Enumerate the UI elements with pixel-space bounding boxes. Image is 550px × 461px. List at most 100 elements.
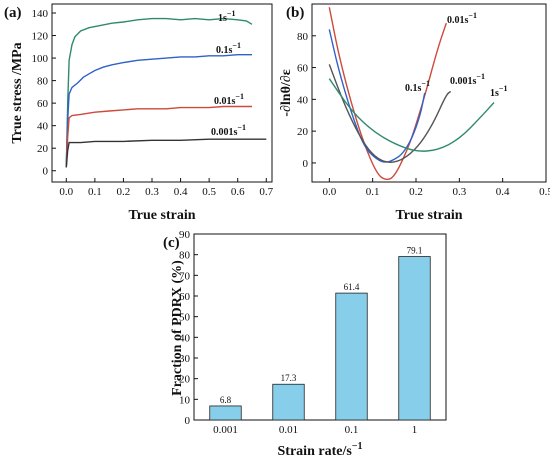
panel-a-ytick-label: 20 [37,143,49,155]
panel-b-xtick-label: 0.2 [409,186,423,198]
bar-value-label: 61.4 [344,282,360,292]
annotation-b-1s: 1s−1 [490,84,507,99]
annotation-0.1s-base: 0.1s [216,45,233,56]
panel-a-ytick-label: 60 [37,98,49,110]
panel-b: (b) 0.0 0.1 0.2 0.3 0.4 0.5 0 20 40 60 80 True str… [279,3,550,223]
annotation-0.1s: 0.1s−1 [216,41,241,56]
panel-c-ytick-label: 60 [179,291,191,303]
panel-b-xlabel: True strain [395,208,462,223]
panel-c-xtick-label: 1 [412,424,418,436]
annotation-0.001s: 0.001s−1 [211,123,246,138]
panel-b-xtick-label: 0.0 [322,186,336,198]
panel-a-ticks: 0.0 0.1 0.2 0.3 0.4 0.5 0.6 0.7 0 20 40 60 80 100 120 1… [32,8,274,198]
panel-a-xtick-label: 0.2 [117,186,131,198]
panel-b-series [328,7,495,181]
panel-a-series-line [65,138,267,168]
panel-b-series-line [328,78,495,152]
panel-a-plot-frame [51,3,273,183]
panel-a-series-line [65,17,253,166]
panel-c-xtick-label: 0.001 [213,424,238,436]
panel-c-ticks: 0 10 20 30 40 50 60 70 80 90 0.001 0.01 0.1 1 [179,229,417,436]
panel-a: (a) 0.0 0.1 0.2 0.3 0.4 0.5 0.6 0.7 0 20 40 60 80 100… [4,3,274,223]
annotation-0.001s-base: 0.001s [211,127,238,138]
panel-b-ytick-label: 40 [297,94,309,106]
panel-a-xtick-label: 0.5 [202,186,216,198]
annotation-0.01s: 0.01s−1 [214,92,244,107]
annotation-0.001s-sup: −1 [237,123,246,132]
annotation-b-0.1s-base: 0.1s [405,83,422,94]
panel-a-label: (a) [4,5,22,21]
panel-b-label: (b) [286,5,304,21]
panel-a-ytick-label: 140 [32,8,49,20]
annotation-b-0.1s: 0.1s−1 [405,79,430,94]
panel-c-ylabel: Fraction of PDRX (%) [170,260,185,396]
panel-b-series-line [328,64,452,163]
panel-c-label: (c) [163,235,180,251]
panel-a-ytick-label: 120 [32,31,49,43]
panel-c-bars: 6.8 17.3 61.4 79.1 [209,246,431,421]
panel-a-xtick-label: 0.1 [88,186,102,198]
panel-c-ytick-label: 0 [185,415,191,427]
panel-b-ticks: 0.0 0.1 0.2 0.3 0.4 0.5 0 20 40 60 80 [297,31,550,198]
panel-a-series-line [65,54,252,166]
panel-c-xtick-label: 0.01 [279,424,298,436]
panel-b-plot-frame [311,3,547,183]
bar-0.01 [272,383,305,421]
panel-a-ytick-label: 80 [37,76,49,88]
annotation-1s-base: 1s [218,13,227,24]
panel-b-ytick-label: 60 [297,63,309,75]
panel-a-xtick-label: 0.6 [231,186,245,198]
annotation-0.01s-sup: −1 [235,92,244,101]
panel-a-xtick-label: 0.4 [174,186,188,198]
panel-c-xlabel-base: Strain rate/s [278,444,353,459]
bar-value-label: 6.8 [220,395,232,405]
annotation-b-0.001s-sup: −1 [476,72,485,81]
panel-b-series-line [328,29,426,163]
panel-a-xlabel: True strain [128,208,195,223]
panel-c-ytick-label: 40 [179,332,191,344]
panel-b-xtick-label: 0.5 [539,186,550,198]
annotation-b-0.01s: 0.01s−1 [447,11,477,26]
annotation-1s: 1s−1 [218,9,235,24]
panel-b-xtick-label: 0.3 [452,186,466,198]
panel-c-ytick-label: 70 [179,270,191,282]
panel-a-series-line [65,105,252,168]
panel-c-ytick-label: 10 [179,394,191,406]
panel-a-xtick-label: 0.7 [259,186,273,198]
panel-c-xlabel-sup: −1 [352,441,363,452]
panel-b-ylabel: -∂lnθ/∂ε [279,69,294,116]
annotation-b-0.1s-sup: −1 [421,79,430,88]
panel-a-ytick-label: 100 [32,53,49,65]
panel-b-ytick-label: 80 [297,31,309,43]
bar-value-label: 79.1 [407,246,423,256]
panel-a-ytick-label: 0 [43,166,49,178]
panel-b-xtick-label: 0.1 [366,186,380,198]
panel-b-xtick-label: 0.4 [496,186,510,198]
panel-c-ytick-label: 90 [179,229,191,241]
panel-a-xtick-label: 0.3 [145,186,159,198]
panel-c-ytick-label: 80 [179,250,191,262]
bar-1 [398,256,431,421]
panel-c: (c) 0 10 20 30 40 50 60 70 80 90 0.001 0.01 0.1 1 6.8… [163,229,447,459]
panel-c-xlabel: Strain rate/s−1 [278,441,363,459]
annotation-0.1s-sup: −1 [232,41,241,50]
annotation-b-0.001s-base: 0.001s [450,76,477,87]
panel-b-ytick-label: 0 [303,158,309,170]
bar-value-label: 17.3 [281,373,297,383]
panel-b-series-line [328,7,447,181]
annotation-0.01s-base: 0.01s [214,96,236,107]
panel-a-series [65,17,267,168]
panel-a-ylabel: True stress /MPa [10,42,25,143]
panel-c-xtick-label: 0.1 [345,424,359,436]
panel-c-ytick-label: 20 [179,374,191,386]
annotation-b-1s-sup: −1 [499,84,508,93]
panel-c-plot-frame [193,233,447,421]
panel-c-ytick-label: 50 [179,312,191,324]
annotation-b-0.01s-sup: −1 [468,11,477,20]
annotation-b-1s-base: 1s [490,88,499,99]
bar-0.1 [335,292,368,421]
annotation-b-0.01s-base: 0.01s [447,15,469,26]
bar-0.001 [209,405,242,421]
panel-a-ytick-label: 40 [37,121,49,133]
